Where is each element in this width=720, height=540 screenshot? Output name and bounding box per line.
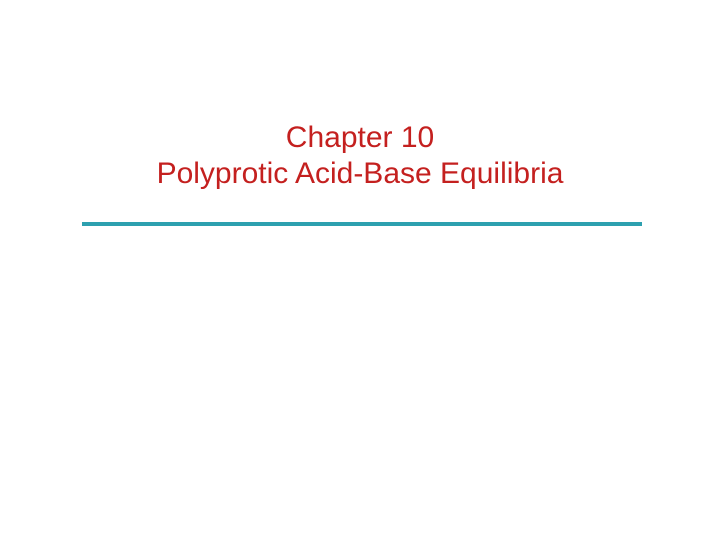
title-divider [82,222,642,226]
slide-subtitle: Polyprotic Acid-Base Equilibria [0,156,720,192]
chapter-label: Chapter 10 [0,120,720,156]
title-block: Chapter 10 Polyprotic Acid-Base Equilibr… [0,120,720,192]
slide-container: Chapter 10 Polyprotic Acid-Base Equilibr… [0,0,720,540]
